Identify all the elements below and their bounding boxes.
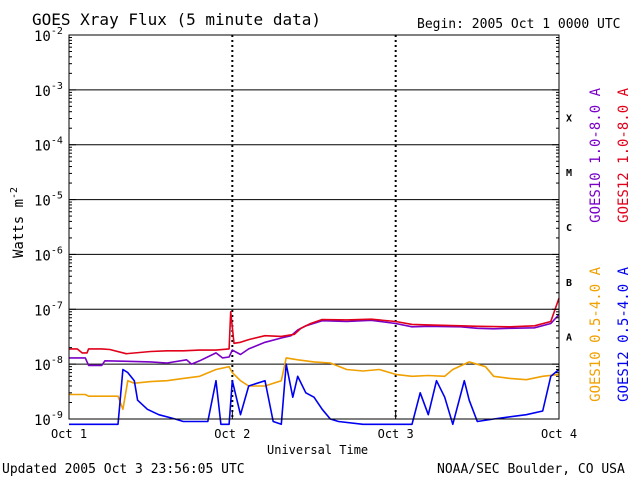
y-tick-exponent: -3 [51,81,63,92]
legend-label: GOES10 1.0-8.0 A [588,87,604,222]
y-tick-label: 10-2 [34,26,63,45]
x-tick-labels: Oct 1 Oct 2 Oct 3 Oct 4 [51,427,577,441]
chart-title: GOES Xray Flux (5 minute data) [32,10,321,29]
x-axis-label: Universal Time [267,443,368,457]
y-tick-base: 10 [34,139,51,155]
legend: GOES10 1.0-8.0 A GOES12 1.0-8.0 A GOES10 0… [588,87,632,401]
data-series [69,297,560,426]
y-tick-label: 10-6 [34,245,63,264]
x-tick-label: Oct 2 [214,427,250,441]
y-tick-label: 10-8 [34,355,63,374]
credit-label: NOAA/SEC Boulder, CO USA [437,462,625,477]
flare-class-label: B [566,278,572,289]
y-tick-exponent: -4 [51,136,63,147]
legend-label: GOES12 0.5-4.0 A [616,266,632,401]
flare-class-label: M [566,168,572,179]
y-axis-label: Watts m-2 [9,187,27,258]
x-tick-label: Oct 1 [51,427,87,441]
y-axis-label-text: Watts m [11,199,27,258]
flare-class-label: A [566,333,572,344]
legend-label: GOES10 0.5-4.0 A [588,266,604,401]
y-tick-base: 10 [34,248,51,264]
x-tick-label: Oct 3 [378,427,414,441]
y-tick-label: 10-5 [34,191,63,210]
legend-entry: GOES12 0.5-4.0 A [616,266,632,401]
y-tick-exponent: -7 [51,300,63,311]
y-tick-base: 10 [34,413,51,429]
x-tick-label: Oct 4 [541,427,577,441]
series-line [69,363,560,426]
legend-entry: GOES10 1.0-8.0 A [588,87,604,222]
flare-class-labels: A B C M X [566,113,572,343]
legend-entry: GOES10 0.5-4.0 A [588,266,604,401]
y-tick-labels: 10-910-810-710-610-510-410-310-2 [34,26,63,429]
y-tick-base: 10 [34,303,51,319]
flare-class-label: C [566,223,572,234]
series-line [69,314,560,367]
svg-text:Watts m-2: Watts m-2 [9,187,27,258]
legend-entry: GOES12 1.0-8.0 A [616,87,632,222]
y-tick-base: 10 [34,29,51,45]
grid [69,35,559,419]
y-tick-exponent: -5 [51,191,63,202]
y-tick-base: 10 [34,194,51,210]
y-tick-label: 10-3 [34,81,63,100]
y-tick-exponent: -2 [51,26,63,37]
plot-frame [68,34,560,420]
y-tick-base: 10 [34,84,51,100]
series-line [69,297,560,355]
y-axis-label-superscript: -2 [9,187,20,199]
y-tick-base: 10 [34,358,51,374]
y-tick-label: 10-7 [34,300,63,319]
y-tick-label: 10-4 [34,136,63,155]
begin-label: Begin: 2005 Oct 1 0000 UTC [417,17,621,32]
updated-label: Updated 2005 Oct 3 23:56:05 UTC [2,462,245,477]
y-tick-exponent: -8 [51,355,63,366]
y-tick-exponent: -9 [51,410,63,421]
legend-label: GOES12 1.0-8.0 A [616,87,632,222]
series-line [69,357,560,411]
axis-ticks [68,34,560,420]
y-tick-label: 10-9 [34,410,63,429]
y-tick-exponent: -6 [51,245,63,256]
flare-class-label: X [566,113,572,124]
